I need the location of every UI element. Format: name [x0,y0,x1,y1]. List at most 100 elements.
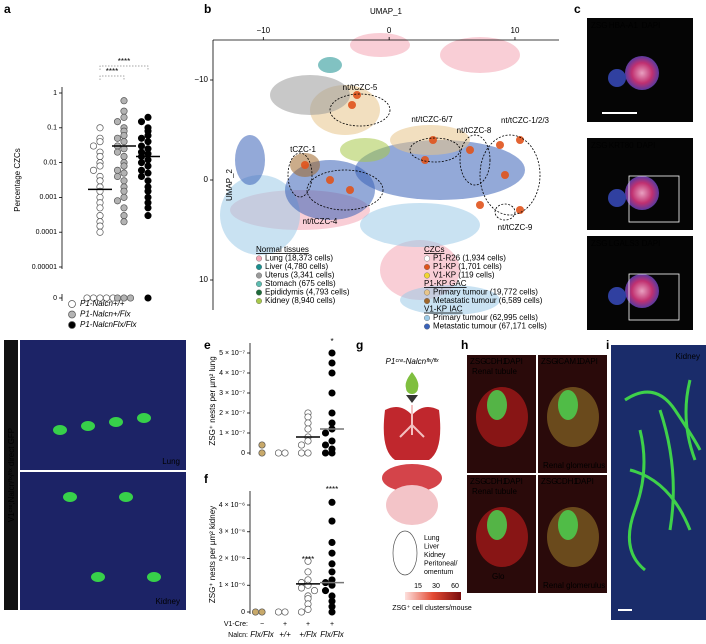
stain-label: LGALS3 [609,239,640,248]
data-point [144,187,152,195]
czc-cluster [501,171,509,179]
x-tick-label: +/+ [279,630,291,639]
czc-cluster [476,201,484,209]
data-point [297,608,306,616]
data-point [144,156,152,164]
gfp-cell [91,572,105,582]
stain-label: ZSG [591,21,607,30]
y-tick-label: 4 × 10⁻⁷ [219,370,245,377]
cell-cloud [440,37,520,73]
data-point [96,228,104,236]
legend-marker [424,264,431,271]
legend-label: P1-Nalcn+/+ [80,299,125,308]
legend-label: Metastatic tumour (6,589 cells) [433,296,543,305]
data-point [328,369,336,377]
data-point [310,587,319,595]
data-point [321,429,330,437]
data-point [274,449,283,457]
y-tick-label: 2 × 10⁻⁷ [219,410,245,417]
y-tick-label: 10 [199,275,208,284]
y-tick-label: 3 × 10⁻⁶ [219,529,245,536]
legend-marker [68,321,76,329]
significance-bracket [99,65,149,70]
significance-label: **** [118,57,130,66]
y-axis-label: ZSG⁺ nests per µm² lung [208,356,217,445]
organ-label: Kidney [424,552,446,559]
czc-cluster [466,146,474,154]
panel-letter: f [204,472,209,486]
legend-label: P1-Nalcn+/Flx [80,310,131,319]
stain-label: DAPI [642,21,661,30]
y-tick-label: 0.001 [39,194,57,201]
panel-letter: e [204,338,211,352]
cell [608,189,626,207]
data-point [96,152,104,161]
data-point [297,449,306,457]
data-point [328,349,336,357]
tissue-label: Lung [162,457,180,466]
data-point [328,517,336,525]
data-point [144,212,152,220]
cre-genotype: − [260,621,264,628]
inset-frame [628,175,680,223]
legend-label: P1-KP (1,701 cells) [433,262,502,271]
organ-label: omentum [424,569,453,576]
cell-cloud [318,57,342,73]
stain-label: CDH1 [556,477,578,486]
legend-label: Stomach (675 cells) [265,279,336,288]
x-tick-label: +/Flx [299,630,318,639]
tissue-label: Kidney [156,597,180,606]
czc-cluster [516,136,524,144]
cell [625,176,659,210]
cell-cloud [380,240,460,300]
data-point [328,560,336,568]
stain-label: DAPI [504,477,523,486]
stain-label: KRT80 [609,141,634,150]
x-tick-label: 0 [387,26,392,35]
cell [625,274,659,308]
data-point [328,498,336,506]
cluster-outline [479,134,541,216]
data-point [304,605,312,613]
legend-marker [68,300,76,308]
data-point [96,204,104,212]
y-tick-label: 3 × 10⁻⁷ [219,390,245,397]
panel-letter: h [461,338,468,352]
stain-label: ZSG [591,141,607,150]
genotype-label: V1ᶜʳᵉ;Nalcnᶠˡˣ/ᶠˡˣ direct GFP [7,428,16,522]
data-point [328,389,336,397]
czc-cluster [353,91,361,99]
data-point [120,177,128,185]
colorbar [405,592,461,600]
organ-label: Lung [424,535,440,542]
significance-label: **** [106,67,118,76]
stain-label: DAPI [637,141,656,150]
data-point [120,162,128,170]
stain-label: DAPI [575,477,594,486]
x-axis-label: UMAP_1 [370,7,403,16]
legend-marker [256,272,263,279]
cluster-label: nt/tCZC-9 [498,223,533,232]
y-tick-label: 0 [241,609,245,616]
czc-cluster [496,141,504,149]
data-point [120,107,128,115]
legend-marker [256,289,263,296]
data-point [89,166,98,174]
data-point [96,222,104,230]
micrograph [20,340,186,470]
panel-letter: a [4,2,11,16]
y-tick-label: 0.0001 [36,229,58,236]
legend-marker [424,289,431,296]
x-tick-label: −10 [257,26,271,35]
region-caption: Renal tubule [472,367,517,376]
y-axis-label: ZSG⁺ nests per µm² kidney [208,506,217,603]
legend-title: Normal tissues [256,245,309,254]
cluster-label: tCZC-1 [290,145,316,154]
data-point [120,218,128,226]
czc-cluster [346,186,354,194]
legend-label: Liver (4,780 cells) [265,262,328,271]
data-point [258,608,266,616]
legend-marker [424,315,431,322]
data-point [113,294,122,302]
arrow [406,395,418,403]
